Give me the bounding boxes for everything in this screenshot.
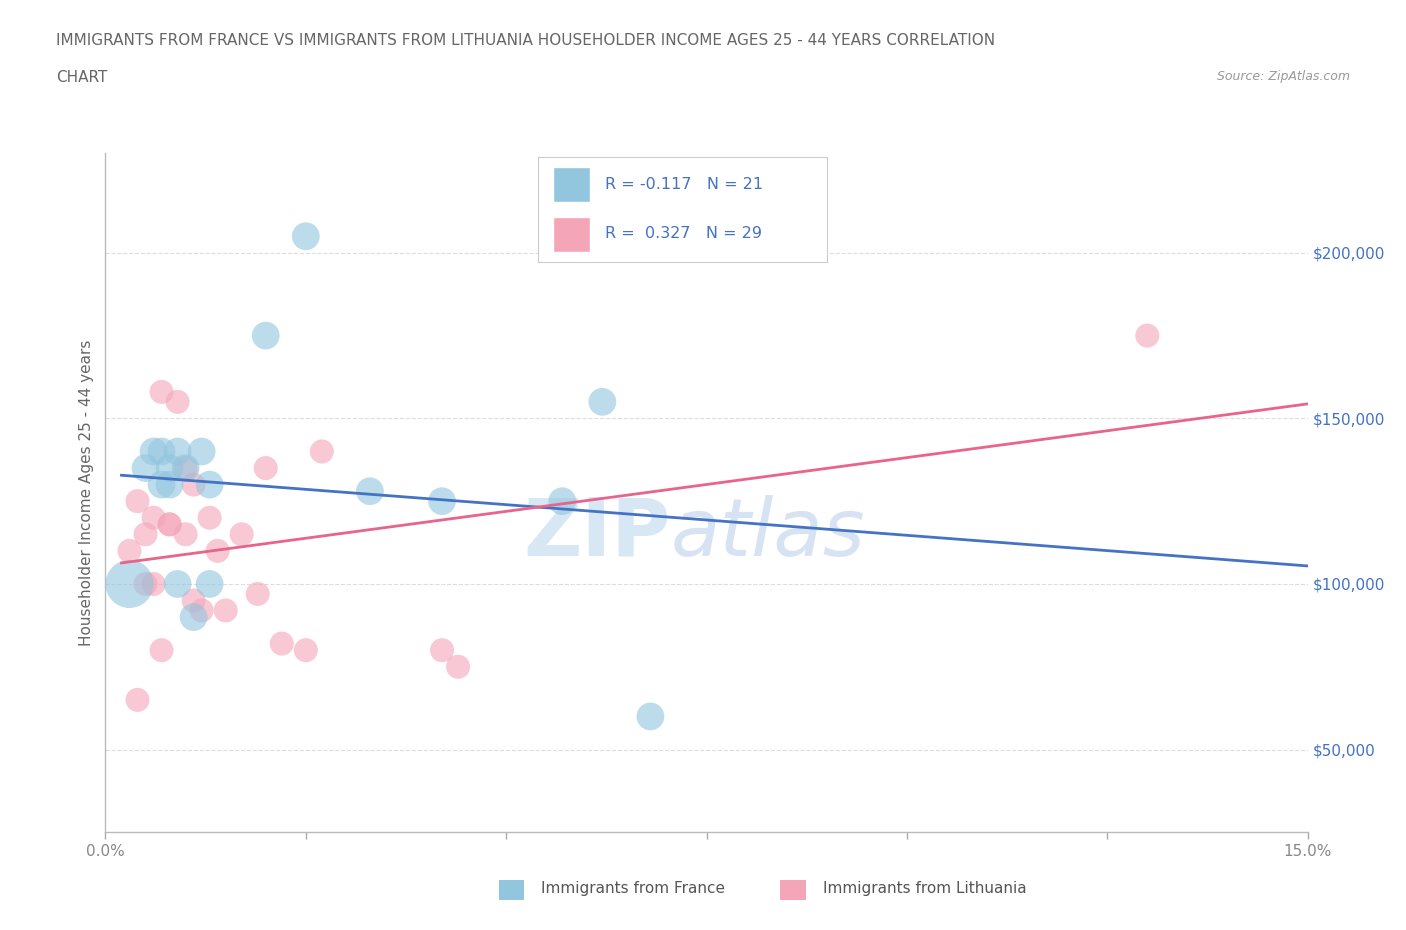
Point xyxy=(118,577,141,591)
Point xyxy=(183,610,205,625)
Bar xyxy=(553,217,591,251)
Point xyxy=(198,511,221,525)
Point xyxy=(640,709,662,724)
Point xyxy=(135,527,157,542)
Point xyxy=(166,394,188,409)
Bar xyxy=(553,167,591,202)
Point xyxy=(295,229,318,244)
Text: CHART: CHART xyxy=(56,70,108,85)
Point xyxy=(246,587,269,602)
Text: Immigrants from Lithuania: Immigrants from Lithuania xyxy=(823,881,1026,896)
Point xyxy=(295,643,318,658)
Point xyxy=(190,444,212,458)
Point xyxy=(142,577,165,591)
Point xyxy=(591,394,613,409)
Point xyxy=(198,477,221,492)
Point xyxy=(159,517,181,532)
Point xyxy=(166,577,188,591)
Point xyxy=(254,328,277,343)
Text: Immigrants from France: Immigrants from France xyxy=(541,881,725,896)
Point xyxy=(190,603,212,618)
Point xyxy=(183,593,205,608)
Point xyxy=(159,477,181,492)
Y-axis label: Householder Income Ages 25 - 44 years: Householder Income Ages 25 - 44 years xyxy=(79,339,94,646)
Text: R = -0.117   N = 21: R = -0.117 N = 21 xyxy=(605,177,762,192)
Point xyxy=(174,527,197,542)
Text: R =  0.327   N = 29: R = 0.327 N = 29 xyxy=(605,226,762,241)
Point xyxy=(142,511,165,525)
Text: atlas: atlas xyxy=(671,495,865,573)
Point xyxy=(127,693,149,708)
Point xyxy=(207,543,229,558)
Point xyxy=(127,494,149,509)
Point xyxy=(270,636,292,651)
Point xyxy=(174,460,197,475)
Point xyxy=(142,444,165,458)
Point xyxy=(447,659,470,674)
Text: Source: ZipAtlas.com: Source: ZipAtlas.com xyxy=(1216,70,1350,83)
Point xyxy=(359,484,381,498)
Point xyxy=(311,444,333,458)
Point xyxy=(198,577,221,591)
Point xyxy=(430,643,453,658)
Point xyxy=(551,494,574,509)
Point xyxy=(214,603,236,618)
Point xyxy=(135,577,157,591)
Point xyxy=(135,460,157,475)
Point xyxy=(254,460,277,475)
Text: IMMIGRANTS FROM FRANCE VS IMMIGRANTS FROM LITHUANIA HOUSEHOLDER INCOME AGES 25 -: IMMIGRANTS FROM FRANCE VS IMMIGRANTS FRO… xyxy=(56,33,995,47)
Point xyxy=(174,460,197,475)
Point xyxy=(231,527,253,542)
Point xyxy=(150,643,173,658)
Point xyxy=(430,494,453,509)
Point xyxy=(150,384,173,399)
Point xyxy=(159,460,181,475)
Point xyxy=(150,444,173,458)
Point xyxy=(183,477,205,492)
Point xyxy=(118,543,141,558)
Point xyxy=(1136,328,1159,343)
Point xyxy=(150,477,173,492)
Point xyxy=(159,517,181,532)
Text: ZIP: ZIP xyxy=(523,495,671,573)
Point xyxy=(166,444,188,458)
